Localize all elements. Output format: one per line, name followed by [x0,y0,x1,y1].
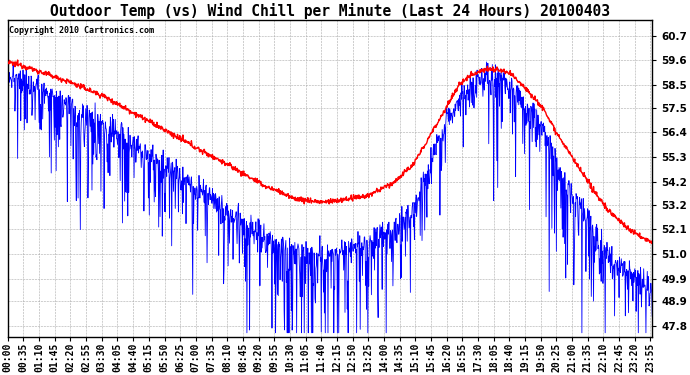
Text: Copyright 2010 Cartronics.com: Copyright 2010 Cartronics.com [9,26,154,35]
Title: Outdoor Temp (vs) Wind Chill per Minute (Last 24 Hours) 20100403: Outdoor Temp (vs) Wind Chill per Minute … [50,3,610,19]
